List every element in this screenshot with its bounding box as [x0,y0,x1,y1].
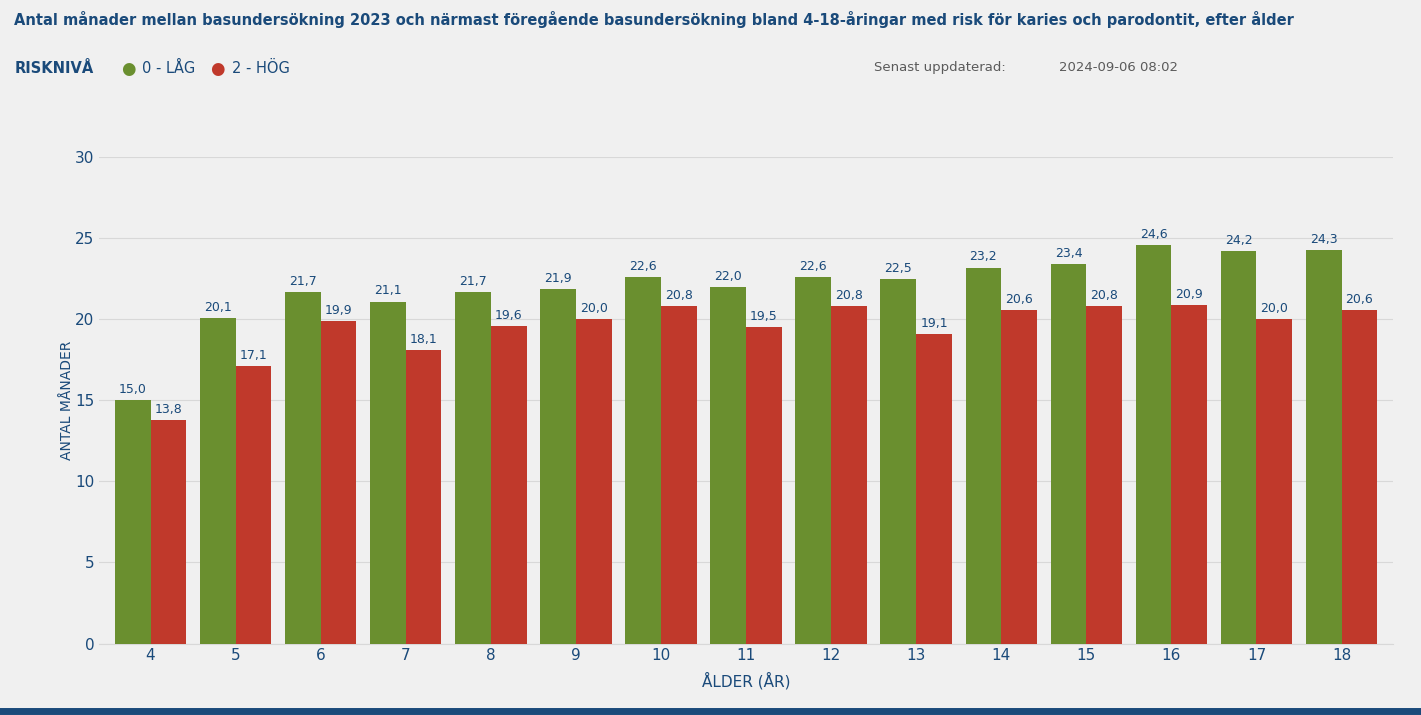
Bar [286,292,321,644]
Text: 20,1: 20,1 [203,301,232,314]
Bar [661,307,696,644]
Text: 21,9: 21,9 [544,272,571,285]
Text: Senast uppdaterad:: Senast uppdaterad: [874,61,1006,74]
Text: 20,8: 20,8 [836,290,863,302]
Text: 21,7: 21,7 [459,275,487,287]
Bar [540,289,576,644]
Text: 24,6: 24,6 [1140,228,1167,241]
Text: 22,6: 22,6 [630,260,657,273]
Text: 2 - HÖG: 2 - HÖG [232,61,290,76]
Text: 18,1: 18,1 [409,333,438,346]
Text: 20,8: 20,8 [1090,290,1118,302]
Bar [1171,305,1206,644]
Bar [115,400,151,644]
Text: 23,2: 23,2 [969,250,998,263]
Text: 20,9: 20,9 [1175,287,1204,301]
Bar [490,326,527,644]
Text: 21,7: 21,7 [288,275,317,287]
Bar [625,277,661,644]
Bar [1256,320,1292,644]
Bar [746,327,782,644]
Text: 19,5: 19,5 [750,310,777,323]
Text: 0 - LÅG: 0 - LÅG [142,61,195,76]
Text: 22,6: 22,6 [800,260,827,273]
Bar [1221,251,1256,644]
Bar [406,350,442,644]
Text: 24,2: 24,2 [1225,235,1252,247]
Bar [796,277,831,644]
Text: 19,1: 19,1 [921,317,948,330]
Text: Antal månader mellan basundersökning 2023 och närmast föregående basundersökning: Antal månader mellan basundersökning 202… [14,11,1295,28]
Bar [1341,310,1377,644]
Bar [369,302,406,644]
Bar [1135,245,1171,644]
X-axis label: ÅLDER (ÅR): ÅLDER (ÅR) [702,671,790,689]
Text: ●: ● [210,61,225,79]
Bar [1306,250,1341,644]
Text: 2024-09-06 08:02: 2024-09-06 08:02 [1059,61,1178,74]
Bar [881,279,917,644]
Bar [1086,307,1123,644]
Bar [710,287,746,644]
Text: 20,0: 20,0 [1260,302,1289,315]
Text: 20,0: 20,0 [580,302,608,315]
Bar [236,366,271,644]
Text: 19,6: 19,6 [495,309,523,322]
Text: 19,9: 19,9 [325,304,352,317]
Text: 13,8: 13,8 [155,403,182,416]
Text: 20,6: 20,6 [1005,292,1033,305]
Bar [965,267,1002,644]
Text: 21,1: 21,1 [374,285,402,297]
Bar [1002,310,1037,644]
Text: 15,0: 15,0 [119,383,146,396]
Text: 20,6: 20,6 [1346,292,1373,305]
Bar [831,307,867,644]
Bar [200,317,236,644]
Text: 22,5: 22,5 [884,262,912,275]
Text: 20,8: 20,8 [665,290,693,302]
Bar [1050,265,1086,644]
Text: 22,0: 22,0 [715,270,742,283]
Bar [917,334,952,644]
Text: 24,3: 24,3 [1310,232,1337,246]
Text: ●: ● [121,61,135,79]
Text: 17,1: 17,1 [240,350,267,363]
Bar [151,420,186,644]
Bar [455,292,490,644]
Text: 23,4: 23,4 [1054,247,1083,260]
Bar [321,321,357,644]
Bar [576,320,611,644]
Text: RISKNIVÅ: RISKNIVÅ [14,61,94,76]
Y-axis label: ANTAL MÅNADER: ANTAL MÅNADER [60,341,74,460]
